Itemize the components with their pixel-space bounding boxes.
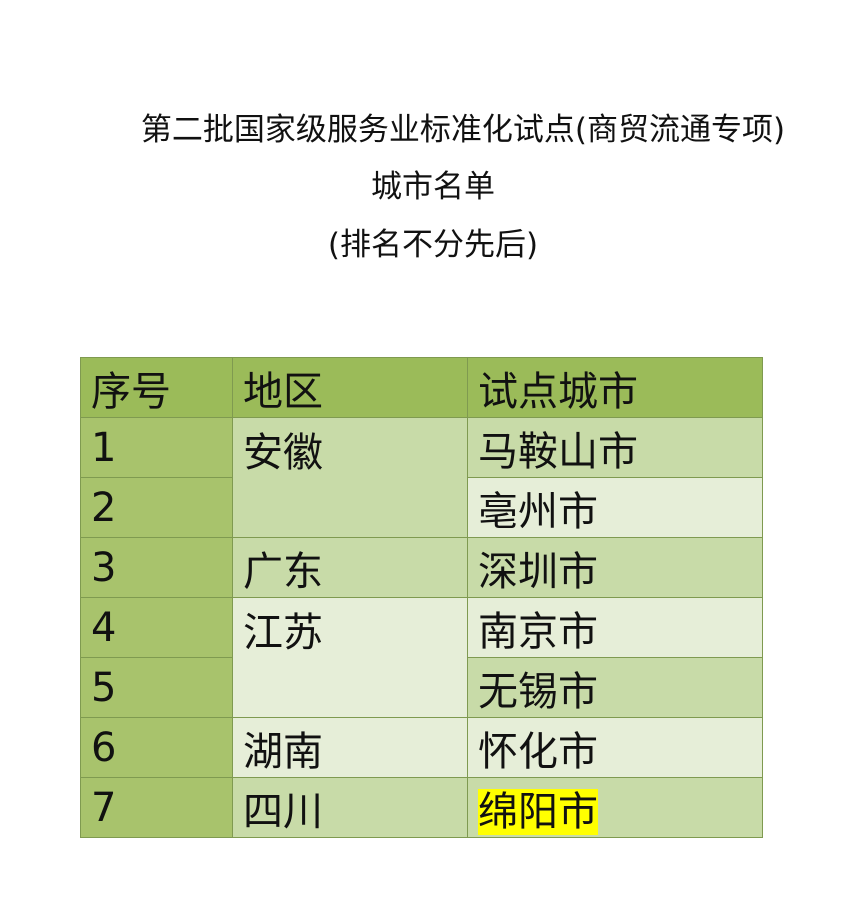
cell-region: 广东 xyxy=(232,537,468,598)
cell-city: 怀化市 xyxy=(467,717,763,778)
table-row: 4 江苏 南京市 xyxy=(80,597,763,718)
cell-region: 四川 xyxy=(232,777,468,838)
table-header-row: 序号 地区 试点城市 xyxy=(80,357,763,418)
cell-index: 7 xyxy=(80,777,233,838)
cell-city: 绵阳市 xyxy=(467,777,763,838)
header-index: 序号 xyxy=(80,357,233,418)
header-city: 试点城市 xyxy=(467,357,763,418)
cell-index: 6 xyxy=(80,717,233,778)
document-note: (排名不分先后) xyxy=(327,227,539,263)
table-row: 6 湖南 怀化市 xyxy=(80,717,763,778)
table-row: 7 四川 绵阳市 xyxy=(80,777,763,838)
table-row: 1 安徽 马鞍山市 xyxy=(80,417,763,538)
cell-index: 3 xyxy=(80,537,233,598)
table-row: 3 广东 深圳市 xyxy=(80,537,763,598)
document-subtitle: 城市名单 xyxy=(371,169,495,205)
cell-city: 南京市 xyxy=(467,597,763,658)
cell-region: 湖南 xyxy=(232,717,468,778)
document-title: 第二批国家级服务业标准化试点(商贸流通专项) xyxy=(140,112,786,148)
cell-city: 马鞍山市 xyxy=(467,417,763,478)
table-row: 2 亳州市 xyxy=(80,477,763,538)
city-list-table: 序号 地区 试点城市 1 安徽 马鞍山市 2 亳州市 3 广东 深圳市 4 江苏… xyxy=(80,357,763,838)
cell-city: 深圳市 xyxy=(467,537,763,598)
cell-index: 5 xyxy=(80,657,233,718)
cell-index: 2 xyxy=(80,477,233,538)
header-region: 地区 xyxy=(232,357,468,418)
cell-region: 安徽 xyxy=(232,417,468,538)
cell-index: 4 xyxy=(80,597,233,658)
cell-region: 江苏 xyxy=(232,597,468,718)
cell-city: 亳州市 xyxy=(467,477,763,538)
cell-index: 1 xyxy=(80,417,233,478)
table-row: 5 无锡市 xyxy=(80,657,763,718)
cell-city: 无锡市 xyxy=(467,657,763,718)
highlighted-city: 绵阳市 xyxy=(478,788,598,835)
